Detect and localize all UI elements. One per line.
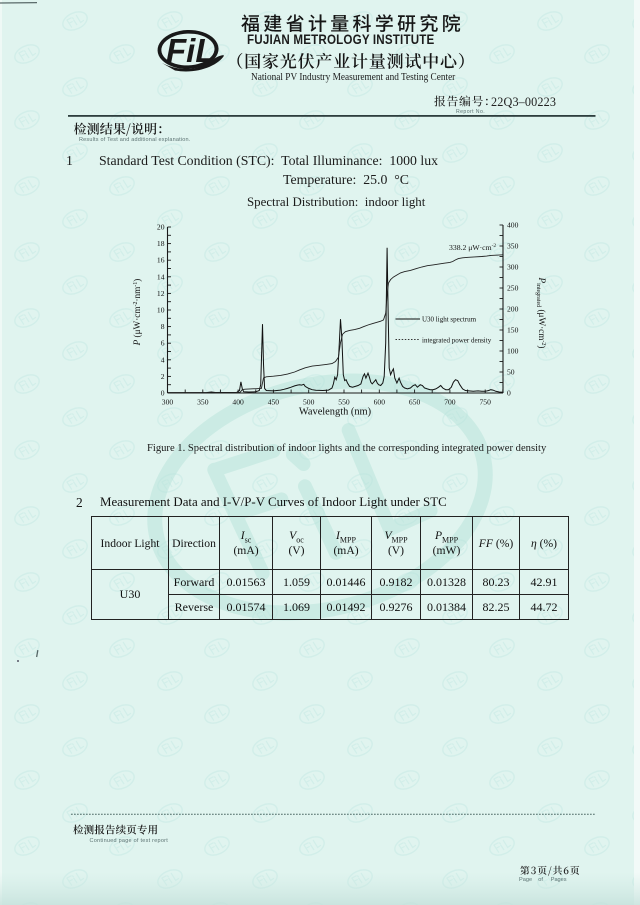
svg-text:300: 300 [507,263,519,272]
svg-text:450: 450 [268,398,280,407]
svg-text:Wavelength (nm): Wavelength (nm) [299,407,371,418]
svg-text:700: 700 [444,398,456,407]
svg-text:2: 2 [161,372,165,381]
svg-text:U30 light spectrum: U30 light spectrum [422,316,477,324]
svg-text:650: 650 [409,398,421,407]
svg-text:16: 16 [157,256,165,265]
svg-text:338.2 μW·cm-2: 338.2 μW·cm-2 [449,243,496,252]
svg-text:350: 350 [507,242,519,251]
svg-text:0: 0 [161,389,165,398]
svg-text:integrated power density: integrated power density [422,337,492,345]
svg-text:8: 8 [161,322,165,331]
svg-text:50: 50 [507,368,515,377]
svg-text:Pintegrated (μW·cm-2): Pintegrated (μW·cm-2) [535,277,547,349]
svg-text:6: 6 [161,339,165,348]
svg-text:600: 600 [374,398,386,407]
svg-text:150: 150 [507,326,519,335]
svg-text:100: 100 [507,347,519,356]
svg-text:200: 200 [507,305,519,314]
svg-text:350: 350 [197,398,209,407]
svg-text:18: 18 [157,239,165,248]
svg-text:400: 400 [507,221,519,230]
svg-text:250: 250 [507,284,519,293]
svg-text:750: 750 [480,398,492,407]
svg-text:P (μW·cm-2·nm-1): P (μW·cm-2·nm-1) [132,279,142,347]
svg-text:10: 10 [157,306,165,315]
svg-text:12: 12 [157,289,165,298]
svg-text:500: 500 [303,398,315,407]
svg-text:300: 300 [162,398,174,407]
svg-text:14: 14 [157,272,165,281]
svg-text:4: 4 [161,355,165,364]
svg-text:FiL: FiL [166,32,215,69]
svg-text:0: 0 [507,389,511,398]
svg-text:400: 400 [232,398,244,407]
svg-text:20: 20 [157,223,165,232]
svg-text:550: 550 [338,398,350,407]
